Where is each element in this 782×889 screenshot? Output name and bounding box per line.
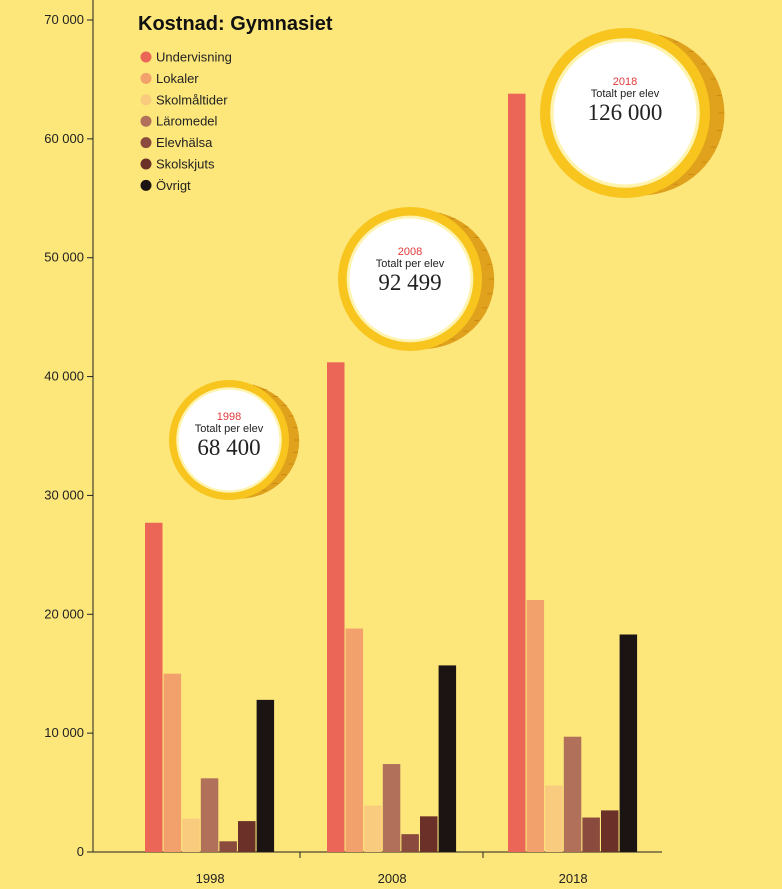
coin-total: 92 499 [378,270,441,295]
bar [200,778,219,852]
chart-title: Kostnad: Gymnasiet [138,13,333,35]
bar [163,673,182,852]
coin-face [178,389,280,491]
y-tick-label: 30 000 [44,487,84,502]
legend-label: Skolmåltider [156,92,228,107]
bar [563,736,582,852]
legend-item: Läromedel [140,114,218,129]
legend-swatch [140,137,152,149]
x-tick-label: 1998 [196,871,225,886]
bar [438,665,457,852]
bar [508,93,526,853]
bars [145,93,638,853]
bar [545,785,563,852]
legend-swatch [140,179,152,191]
legend-swatch [140,51,152,63]
coin-total: 126 000 [588,100,663,125]
legend-item: Lokaler [140,71,199,86]
coin-year: 1998 [217,411,241,423]
bar [345,628,364,852]
bar [401,834,419,852]
bar [256,699,275,852]
coin-label: Totalt per elev [591,88,660,100]
coin-label: Totalt per elev [195,423,264,435]
y-tick-label: 50 000 [44,250,84,265]
legend-label: Skolskjuts [156,157,215,172]
bar [145,522,163,852]
legend-item: Skolmåltider [140,92,228,107]
bar [420,816,438,852]
bar [382,764,401,852]
coin-label: Totalt per elev [376,258,445,270]
y-tick-label: 40 000 [44,369,84,384]
coin-face [349,218,471,340]
bar [364,805,382,852]
x-tick-label: 2008 [378,871,407,886]
legend-label: Lokaler [156,71,199,86]
bar [238,821,256,852]
y-tick-label: 70 000 [44,12,84,27]
legend-label: Övrigt [156,178,191,193]
legend-label: Undervisning [156,50,232,65]
y-tick-label: 10 000 [44,725,84,740]
legend-swatch [140,94,152,106]
coin-face [553,41,697,185]
legend: Undervisning Lokaler Skolmåltider Läromedel… [140,50,232,193]
legend-swatch [140,158,152,170]
bar [619,634,638,852]
bar [526,600,545,852]
bar [219,841,237,852]
axes: 0 10 000 20 000 30 000 40 000 50 000 60 000 70 … [44,0,662,886]
y-tick-label: 20 000 [44,606,84,621]
bar [182,818,200,852]
bar [582,817,600,852]
y-tick-label: 60 000 [44,131,84,146]
coin-year: 2008 [398,246,422,258]
legend-item: Undervisning [140,50,232,65]
legend-item: Skolskjuts [140,157,215,172]
legend-item: Elevhälsa [140,135,213,150]
bar [327,362,345,852]
y-tick-label: 0 [77,844,84,859]
legend-swatch [140,72,152,84]
legend-item: Övrigt [140,178,191,193]
bar [601,810,619,852]
coin-year: 2018 [613,76,637,88]
legend-swatch [140,115,152,127]
coin-total: 68 400 [197,435,260,460]
legend-label: Elevhälsa [156,135,213,150]
legend-label: Läromedel [156,114,218,129]
x-tick-label: 2018 [559,871,588,886]
